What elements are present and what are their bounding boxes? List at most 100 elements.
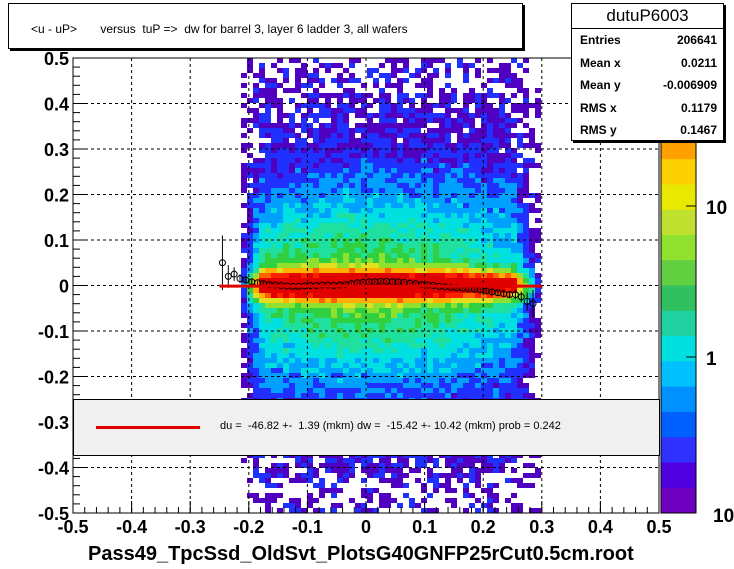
- heatmap-cell: [427, 318, 433, 323]
- z-tick-label: 10: [706, 198, 727, 219]
- heatmap-cell: [535, 508, 541, 513]
- heatmap-cell: [403, 163, 409, 168]
- heatmap-cell: [493, 238, 499, 243]
- heatmap-cell: [307, 333, 313, 338]
- heatmap-cell: [505, 73, 511, 78]
- heatmap-cell: [337, 503, 343, 508]
- heatmap-cell: [409, 178, 415, 183]
- heatmap-cell: [277, 358, 283, 363]
- heatmap-cell: [247, 63, 253, 68]
- heatmap-cell: [391, 163, 397, 168]
- heatmap-cell: [313, 303, 319, 308]
- heatmap-cell: [391, 63, 397, 68]
- heatmap-cell: [439, 363, 445, 368]
- heatmap-cell: [415, 318, 421, 323]
- heatmap-cell: [523, 288, 529, 293]
- heatmap-cell: [361, 218, 367, 223]
- heatmap-cell: [415, 293, 421, 298]
- heatmap-cell: [511, 133, 517, 138]
- heatmap-cell: [253, 318, 259, 323]
- heatmap-cell: [475, 158, 481, 163]
- heatmap-cell: [331, 63, 337, 68]
- heatmap-cell: [349, 128, 355, 133]
- heatmap-cell: [385, 83, 391, 88]
- heatmap-cell: [373, 473, 379, 478]
- heatmap-cell: [439, 308, 445, 313]
- heatmap-cell: [307, 263, 313, 268]
- heatmap-cell: [499, 103, 505, 108]
- heatmap-cell: [493, 78, 499, 83]
- heatmap-cell: [379, 193, 385, 198]
- heatmap-cell: [259, 343, 265, 348]
- heatmap-cell: [445, 328, 451, 333]
- heatmap-cell: [499, 243, 505, 248]
- heatmap-cell: [481, 278, 487, 283]
- heatmap-cell: [271, 373, 277, 378]
- heatmap-cell: [433, 348, 439, 353]
- heatmap-cell: [445, 73, 451, 78]
- heatmap-cell: [421, 373, 427, 378]
- heatmap-cell: [511, 203, 517, 208]
- heatmap-cell: [487, 318, 493, 323]
- heatmap-cell: [499, 268, 505, 273]
- heatmap-cell: [265, 218, 271, 223]
- heatmap-cell: [361, 458, 367, 463]
- heatmap-cell: [427, 163, 433, 168]
- heatmap-cell: [409, 318, 415, 323]
- heatmap-cell: [331, 148, 337, 153]
- heatmap-cell: [373, 233, 379, 238]
- heatmap-cell: [451, 98, 457, 103]
- heatmap-cell: [481, 118, 487, 123]
- heatmap-cell: [283, 268, 289, 273]
- heatmap-cell: [487, 138, 493, 143]
- heatmap-cell: [361, 108, 367, 113]
- heatmap-cell: [307, 273, 313, 278]
- heatmap-cell: [265, 278, 271, 283]
- heatmap-cell: [499, 383, 505, 388]
- heatmap-cell: [463, 338, 469, 343]
- heatmap-cell: [505, 268, 511, 273]
- heatmap-cell: [439, 473, 445, 478]
- heatmap-cell: [313, 373, 319, 378]
- heatmap-cell: [487, 68, 493, 73]
- heatmap-cell: [457, 388, 463, 393]
- heatmap-cell: [445, 373, 451, 378]
- heatmap-cell: [433, 143, 439, 148]
- heatmap-cell: [349, 93, 355, 98]
- heatmap-cell: [415, 358, 421, 363]
- heatmap-cell: [367, 353, 373, 358]
- heatmap-cell: [445, 248, 451, 253]
- heatmap-cell: [367, 343, 373, 348]
- heatmap-cell: [439, 193, 445, 198]
- heatmap-cell: [265, 483, 271, 488]
- heatmap-cell: [385, 368, 391, 373]
- heatmap-cell: [385, 493, 391, 498]
- heatmap-cell: [493, 388, 499, 393]
- heatmap-cell: [391, 338, 397, 343]
- heatmap-cell: [331, 388, 337, 393]
- heatmap-cell: [493, 373, 499, 378]
- heatmap-cell: [331, 298, 337, 303]
- heatmap-cell: [355, 278, 361, 283]
- heatmap-cell: [307, 223, 313, 228]
- heatmap-cell: [421, 198, 427, 203]
- heatmap-cell: [325, 268, 331, 273]
- heatmap-cell: [367, 233, 373, 238]
- heatmap-cell: [475, 133, 481, 138]
- heatmap-cell: [247, 198, 253, 203]
- heatmap-cell: [319, 128, 325, 133]
- heatmap-cell: [253, 203, 259, 208]
- heatmap-cell: [391, 288, 397, 293]
- heatmap-cell: [373, 468, 379, 473]
- heatmap-cell: [265, 498, 271, 503]
- heatmap-cell: [253, 243, 259, 248]
- heatmap-cell: [445, 188, 451, 193]
- heatmap-cell: [259, 363, 265, 368]
- heatmap-cell: [295, 503, 301, 508]
- x-tick-label: -0.3: [175, 517, 206, 537]
- heatmap-cell: [277, 128, 283, 133]
- heatmap-cell: [337, 388, 343, 393]
- heatmap-cell: [367, 373, 373, 378]
- heatmap-cell: [505, 118, 511, 123]
- heatmap-cell: [433, 263, 439, 268]
